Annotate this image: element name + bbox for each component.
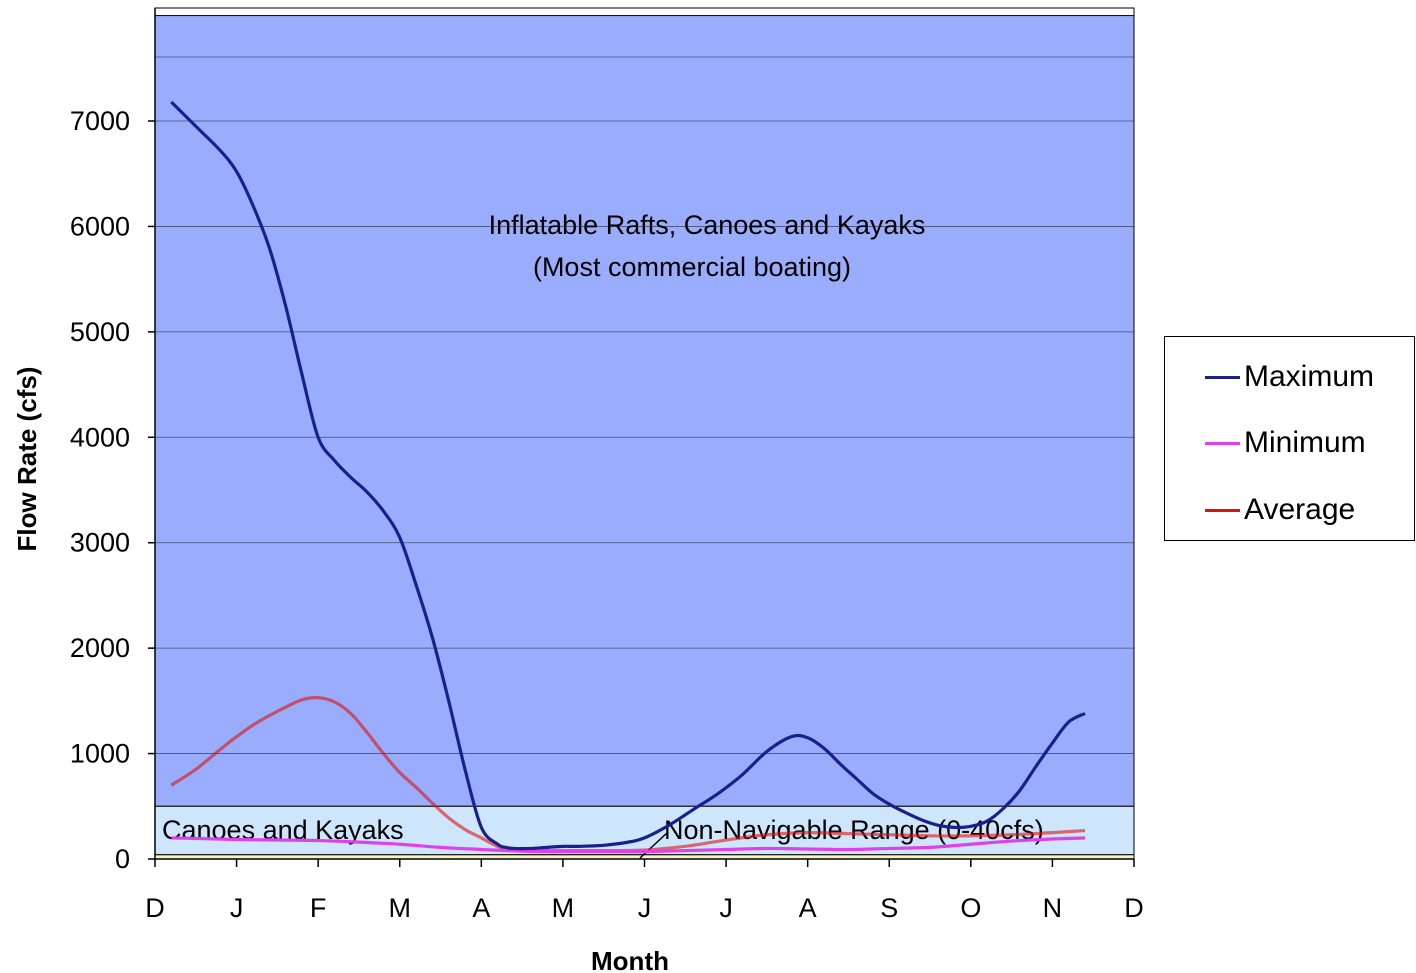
legend-label-minimum: Minimum bbox=[1244, 426, 1366, 459]
non-navigable-pointer bbox=[639, 831, 669, 859]
legend-item-minimum: Minimum bbox=[1205, 426, 1366, 459]
band-1 bbox=[154, 805, 1135, 856]
y-tick-label-4000: 4000 bbox=[70, 422, 130, 452]
legend-label-maximum: Maximum bbox=[1244, 360, 1375, 393]
y-tick-label-6000: 6000 bbox=[70, 211, 130, 241]
x-tick-label-2: F bbox=[310, 893, 327, 923]
series-line-maximum bbox=[170, 100, 1086, 851]
y-tick-label-7000: 7000 bbox=[70, 106, 130, 136]
x-tick-label-11: N bbox=[1043, 893, 1063, 923]
series-line-average bbox=[170, 696, 1086, 853]
x-tick-label-3: M bbox=[389, 893, 412, 923]
legend-swatch-minimum bbox=[1205, 441, 1240, 445]
series-layer bbox=[170, 100, 1086, 854]
x-tick-label-9: S bbox=[880, 893, 898, 923]
x-tick-label-0: D bbox=[145, 893, 165, 923]
band-0 bbox=[154, 15, 1135, 807]
x-tick-label-10: O bbox=[960, 893, 981, 923]
y-tick-label-2000: 2000 bbox=[70, 633, 130, 663]
series-line-minimum bbox=[171, 836, 1086, 854]
band-labels: Inflatable Rafts, Canoes and Kayaks (Mos… bbox=[162, 210, 1044, 859]
y-tick-label-3000: 3000 bbox=[70, 528, 130, 558]
x-tick-label-12: D bbox=[1124, 893, 1144, 923]
legend-item-maximum: Maximum bbox=[1205, 360, 1375, 393]
legend: Maximum Minimum Average bbox=[1164, 336, 1415, 541]
legend-swatch-average bbox=[1205, 508, 1240, 512]
legend-swatch-maximum bbox=[1205, 375, 1240, 379]
x-tick-label-8: A bbox=[799, 893, 817, 923]
legend-item-average: Average bbox=[1205, 493, 1356, 526]
x-tick-label-4: A bbox=[472, 893, 490, 923]
x-tick-label-6: J bbox=[638, 893, 652, 923]
band-label-rafts: Inflatable Rafts, Canoes and Kayaks bbox=[489, 210, 926, 240]
x-tick-label-1: J bbox=[230, 893, 244, 923]
band-layer bbox=[154, 15, 1135, 860]
y-tick-label-1000: 1000 bbox=[70, 739, 130, 769]
x-axis-title: Month bbox=[591, 946, 669, 973]
y-tick-labels: 0 1000 2000 3000 4000 5000 6000 7000 bbox=[70, 106, 155, 874]
y-tick-label-0: 0 bbox=[115, 844, 130, 874]
y-axis-title: Flow Rate (cfs) bbox=[12, 367, 42, 552]
legend-label-average: Average bbox=[1244, 493, 1356, 526]
band-label-rafts-sub: (Most commercial boating) bbox=[533, 252, 851, 282]
x-tick-label-5: M bbox=[552, 893, 575, 923]
y-tick-label-5000: 5000 bbox=[70, 317, 130, 347]
x-tick-label-7: J bbox=[719, 893, 733, 923]
